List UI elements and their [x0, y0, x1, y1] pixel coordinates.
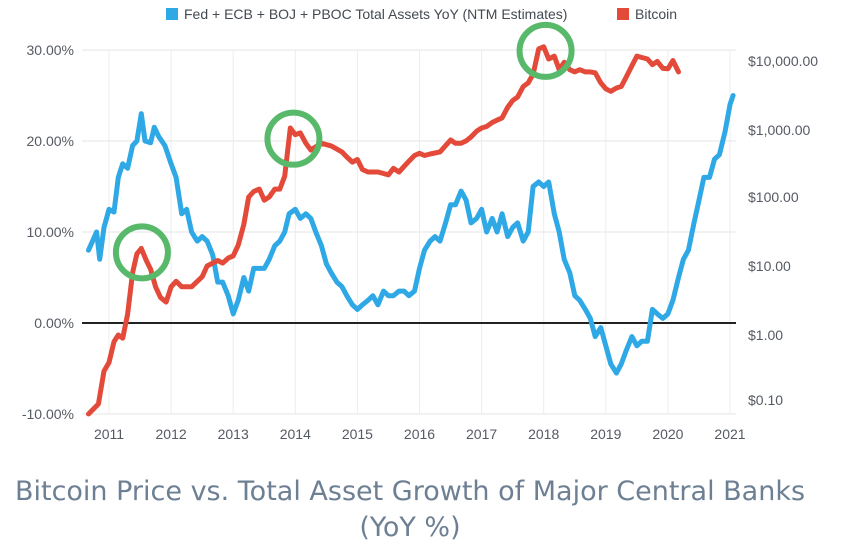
legend-label-bitcoin[interactable]: Bitcoin: [635, 6, 677, 22]
x-tick-label: 2015: [342, 426, 373, 442]
annotation-circles: [112, 21, 575, 282]
right-tick-label: $1,000.00: [748, 122, 810, 138]
right-tick-label: $100.00: [748, 189, 799, 205]
x-tick-label: 2020: [652, 426, 683, 442]
left-axis-ticks: 30.00% 20.00% 10.00% 0.00% -10.00%: [22, 42, 74, 422]
left-tick-label: 20.00%: [27, 133, 74, 149]
chart-title: Bitcoin Price vs. Total Asset Growth of …: [14, 476, 806, 543]
x-tick-label: 2017: [466, 426, 497, 442]
right-tick-label: $10.00: [748, 258, 791, 274]
bitcoin-price-line: [86, 44, 681, 417]
gridlines: [82, 49, 736, 415]
legend[interactable]: Fed + ECB + BOJ + PBOC Total Assets YoY …: [166, 6, 677, 22]
annotation-circle: [264, 109, 323, 168]
left-tick-label: -10.00%: [22, 406, 74, 422]
x-tick-label: 2016: [404, 426, 435, 442]
right-tick-label: $10,000.00: [748, 53, 818, 69]
central-bank-assets-line: [86, 93, 736, 376]
x-tick-label: 2012: [156, 426, 187, 442]
legend-swatch-assets[interactable]: [166, 8, 178, 20]
right-tick-label: $1.00: [748, 327, 783, 343]
left-tick-label: 10.00%: [27, 224, 74, 240]
legend-swatch-bitcoin[interactable]: [617, 8, 629, 20]
right-tick-label: $0.10: [748, 392, 783, 408]
annotation-circle: [112, 223, 171, 282]
right-axis-ticks: $10,000.00 $1,000.00 $100.00 $10.00 $1.00 $0.…: [748, 53, 818, 408]
left-tick-label: 30.00%: [27, 42, 74, 58]
x-tick-label: 2018: [528, 426, 559, 442]
x-tick-label: 2021: [714, 426, 745, 442]
x-tick-label: 2019: [590, 426, 621, 442]
annotation-circle: [516, 21, 575, 80]
legend-label-assets[interactable]: Fed + ECB + BOJ + PBOC Total Assets YoY …: [184, 6, 567, 22]
left-tick-label: 0.00%: [34, 315, 74, 331]
series-lines: [86, 44, 736, 417]
x-axis-ticks: 2011 2012 2013 2014 2015 2016 2017 2018 2019 2020…: [94, 426, 746, 442]
x-tick-label: 2014: [280, 426, 311, 442]
x-tick-label: 2013: [218, 426, 249, 442]
x-tick-label: 2011: [94, 426, 124, 442]
